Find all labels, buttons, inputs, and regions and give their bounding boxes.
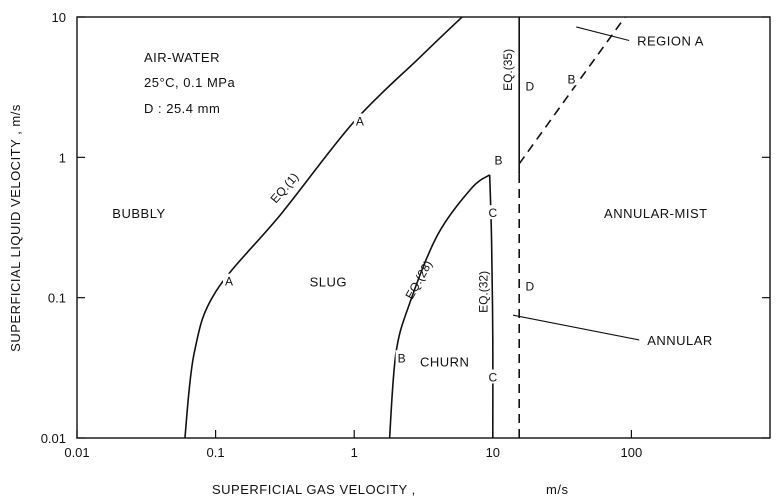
point-label-bg: [523, 78, 536, 93]
y-axis-ticks: 0.01 0.1 1 10: [41, 10, 770, 446]
y-tick-label: 0.01: [41, 431, 66, 446]
region-label-churn: CHURN: [420, 355, 469, 370]
curve-eq-32: [488, 174, 494, 439]
y-tick-label: 0.1: [48, 291, 66, 306]
x-axis-ticks: 0.01 0.1 1 10 100: [64, 430, 642, 460]
point-label-bg: [223, 273, 236, 288]
region-label-bubbly: BUBBLY: [112, 206, 165, 221]
point-label-a: A: [225, 275, 233, 289]
plot-frame: [76, 16, 771, 439]
callout-region-a: REGION A: [637, 34, 704, 49]
callout-leaders: [512, 26, 640, 341]
callout-leader-line: [576, 26, 630, 42]
equation-label: EQ.(32): [477, 271, 491, 313]
point-label-bg: [523, 278, 536, 293]
y-tick-label: 10: [52, 10, 66, 25]
y-tick-label: 1: [59, 150, 66, 165]
point-label-d: D: [525, 280, 534, 294]
equation-label: EQ.(28): [402, 258, 435, 302]
point-label-b: B: [495, 153, 503, 167]
callout-leader-line: [512, 314, 640, 341]
point-label-c: C: [488, 206, 497, 220]
point-label-bg: [353, 113, 366, 128]
condition-line-2: 25°C, 0.1 MPa: [144, 75, 235, 90]
point-label-bg: [395, 350, 408, 365]
point-label-bg: [492, 152, 505, 167]
point-label-d: D: [525, 79, 534, 93]
equation-label: EQ.(35): [501, 49, 515, 91]
point-label-a: A: [356, 115, 364, 129]
equation-label: EQ.(1): [268, 170, 302, 206]
curve-eq-28: [388, 174, 491, 439]
boundary-curves: [184, 16, 626, 439]
x-axis-label: SUPERFICIAL GAS VELOCITY ,: [212, 482, 416, 497]
point-label-b: B: [398, 351, 406, 365]
curve-eq-1: [184, 16, 463, 439]
point-label-bg: [486, 369, 499, 384]
point-label-bg: [486, 205, 499, 220]
callout-annular: ANNULAR: [647, 333, 713, 348]
conditions-box: AIR-WATER 25°C, 0.1 MPa D : 25.4 mm: [144, 50, 235, 116]
x-tick-label: 0.1: [207, 445, 225, 460]
x-tick-label: 100: [621, 445, 643, 460]
condition-line-1: AIR-WATER: [144, 50, 220, 65]
point-label-c: C: [488, 370, 497, 384]
x-tick-label: 0.01: [64, 445, 89, 460]
point-label-bg: [565, 71, 578, 86]
point-label-b: B: [568, 72, 576, 86]
y-axis-label: SUPERFICIAL LIQUID VELOCITY , m/s: [8, 104, 23, 352]
condition-line-3: D : 25.4 mm: [144, 101, 220, 116]
region-label-slug: SLUG: [310, 275, 347, 290]
x-tick-label: 10: [486, 445, 500, 460]
region-label-annular-mist: ANNULAR-MIST: [604, 206, 708, 221]
x-tick-label: 1: [351, 445, 358, 460]
x-axis-unit: m/s: [546, 482, 568, 497]
